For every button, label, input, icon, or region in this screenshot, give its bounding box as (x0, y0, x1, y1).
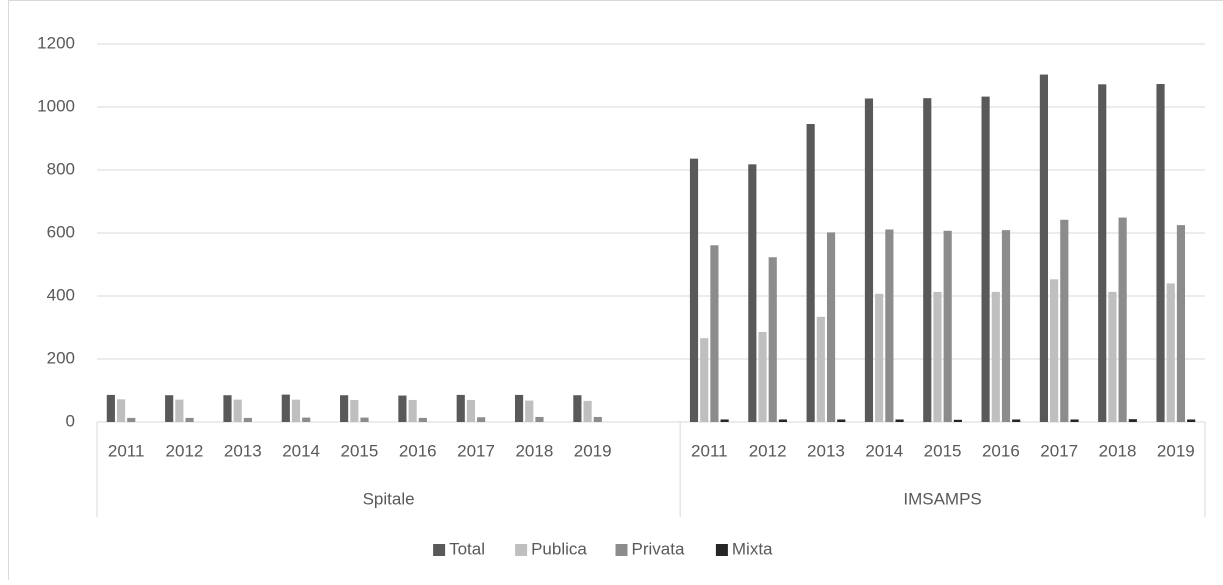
y-tick-label: 0 (66, 411, 75, 430)
bar (165, 395, 173, 422)
y-tick-label: 1000 (37, 96, 75, 115)
bar (398, 396, 406, 422)
bar (282, 395, 290, 422)
x-tick-label: 2018 (515, 441, 553, 460)
bar (758, 332, 766, 422)
group-label: Spitale (363, 489, 415, 508)
bar (982, 97, 990, 422)
bar (1108, 292, 1116, 422)
bar (1129, 419, 1137, 422)
bar (234, 400, 242, 422)
bar (779, 419, 787, 422)
x-tick-label: 2019 (1157, 441, 1195, 460)
bar (721, 419, 729, 422)
y-tick-label: 600 (47, 222, 75, 241)
bar (1060, 220, 1068, 422)
bar (1070, 419, 1078, 422)
bar (409, 400, 417, 422)
x-tick-label: 2017 (1040, 441, 1078, 460)
bar (419, 418, 427, 422)
bar (1098, 84, 1106, 422)
y-tick-label: 800 (47, 159, 75, 178)
bar (185, 418, 193, 422)
bar (827, 232, 835, 422)
bar (535, 417, 543, 422)
bar (944, 231, 952, 422)
bar (885, 230, 893, 422)
bar (525, 401, 533, 422)
x-tick-label: 2015 (924, 441, 962, 460)
bar (117, 399, 125, 422)
bar (992, 292, 1000, 422)
x-tick-label: 2019 (574, 441, 612, 460)
x-tick-label: 2013 (807, 441, 845, 460)
bar (710, 245, 718, 422)
bar (700, 338, 708, 422)
x-tick-label: 2012 (166, 441, 204, 460)
x-tick-label: 2011 (691, 441, 728, 460)
bar (875, 294, 883, 422)
legend-swatch (433, 544, 445, 556)
bar (1050, 279, 1058, 422)
bar (457, 395, 465, 422)
bar (244, 418, 252, 422)
x-tick-label: 2012 (749, 441, 787, 460)
y-tick-label: 1200 (37, 33, 75, 52)
legend-label: Privata (632, 539, 685, 558)
y-tick-label: 200 (47, 348, 75, 367)
bar (865, 98, 873, 422)
x-tick-label: 2014 (282, 441, 320, 460)
bar (477, 417, 485, 422)
bar (360, 418, 368, 422)
bar (690, 159, 698, 422)
bar (350, 400, 358, 422)
legend-swatch (616, 544, 628, 556)
bar (817, 317, 825, 422)
bar (1177, 225, 1185, 422)
group-label: IMSAMPS (903, 489, 981, 508)
legend-label: Mixta (732, 539, 773, 558)
x-tick-label: 2018 (1099, 441, 1137, 460)
bar (340, 395, 348, 422)
bar (769, 257, 777, 422)
x-tick-label: 2017 (457, 441, 495, 460)
bar (302, 418, 310, 422)
x-tick-label: 2011 (108, 441, 145, 460)
bar (837, 419, 845, 422)
legend-swatch (716, 544, 728, 556)
legend-swatch (515, 544, 527, 556)
x-tick-label: 2013 (224, 441, 262, 460)
bar (1012, 419, 1020, 422)
x-tick-label: 2016 (399, 441, 437, 460)
bar (107, 395, 115, 422)
bar (1119, 218, 1127, 422)
bar (933, 292, 941, 422)
y-tick-label: 400 (47, 285, 75, 304)
bar (895, 419, 903, 422)
bar (467, 400, 475, 422)
bar (594, 417, 602, 422)
x-tick-label: 2015 (341, 441, 379, 460)
bar (175, 400, 183, 422)
x-tick-label: 2016 (982, 441, 1020, 460)
bar (1187, 419, 1195, 422)
bar (748, 164, 756, 422)
bar (1167, 283, 1175, 422)
bar (292, 400, 300, 422)
bar (1002, 230, 1010, 422)
bar (127, 418, 135, 422)
bar (573, 395, 581, 422)
bar (807, 124, 815, 422)
legend-label: Publica (531, 539, 587, 558)
bar (954, 420, 962, 422)
bar (1040, 75, 1048, 422)
x-tick-label: 2014 (865, 441, 903, 460)
bar (515, 395, 523, 422)
legend-label: Total (449, 539, 485, 558)
bar (583, 401, 591, 422)
bar (223, 395, 231, 422)
bar (1156, 84, 1164, 422)
bar (923, 98, 931, 422)
